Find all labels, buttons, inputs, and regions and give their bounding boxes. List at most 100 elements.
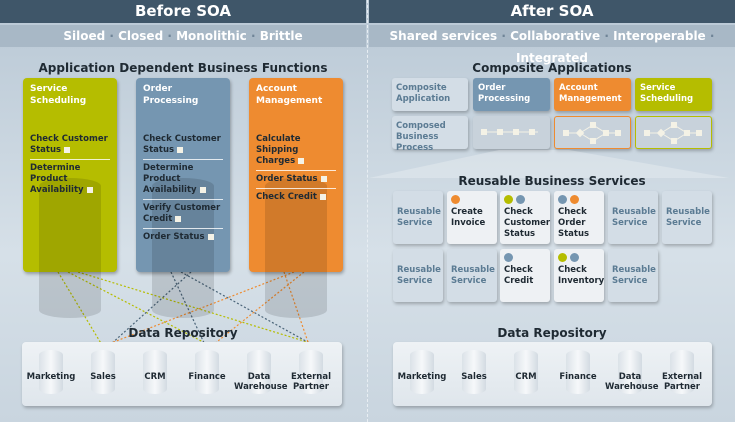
connection-line [105, 271, 295, 346]
process-step-icon [64, 146, 71, 153]
function-item: Determine Product Availability [30, 160, 110, 199]
repository-label: CRM [515, 372, 537, 382]
row-label-composite-application: Composite Application [392, 78, 468, 111]
database-icon [299, 350, 323, 394]
repository-item: Data Warehouse [605, 350, 659, 394]
separator: · [705, 29, 715, 43]
repository-item: External Partner [286, 350, 336, 394]
tagline-item: Brittle [259, 29, 303, 43]
process-step-icon [199, 186, 206, 193]
separator: · [600, 29, 614, 43]
usage-dot-icon [558, 195, 567, 204]
repository-item: CRM [501, 350, 551, 394]
database-icon [143, 350, 167, 394]
function-label: Calculate Shipping Charges [256, 134, 301, 166]
repository-item: External Partner [657, 350, 707, 394]
function-label: Determine Product Availability [143, 163, 197, 195]
business-process-flow [473, 116, 550, 149]
repository-item: Finance [553, 350, 603, 394]
column-title: Account Management [256, 84, 323, 106]
before-section-title: Application Dependent Business Functions [38, 61, 328, 75]
tagline-item: Shared services [389, 29, 498, 43]
connection-line [170, 271, 206, 346]
composite-app-1: Account Management [554, 78, 631, 111]
repository-label: External Partner [290, 372, 331, 392]
repository-label: External Partner [661, 372, 702, 392]
repository-label: Sales [461, 372, 487, 382]
divider [367, 0, 368, 422]
reusable-service-placeholder: Reusable Service [662, 191, 712, 244]
database-cylinder-icon [152, 178, 214, 318]
service-label: Check Inventory [558, 265, 605, 286]
business-service: Check Order Status [554, 191, 604, 244]
composite-app-2: Service Scheduling [635, 78, 712, 111]
connection-line [283, 271, 310, 346]
repository-label: Finance [188, 372, 226, 382]
usage-dot-icon [570, 195, 579, 204]
after-repository-title: Data Repository [497, 326, 607, 340]
before-repository-title: Data Repository [128, 326, 238, 340]
repository-item: Data Warehouse [234, 350, 288, 394]
reusable-service-placeholder: Reusable Service [393, 249, 443, 302]
business-process-flow [554, 116, 631, 149]
function-item: Check Customer Status [143, 131, 223, 160]
function-item: Calculate Shipping Charges [256, 131, 336, 171]
app-column: Order Processing Check Customer Status Det… [136, 78, 230, 318]
app-column: Service Scheduling Check Customer Status D… [23, 78, 117, 318]
database-icon [462, 350, 486, 394]
usage-dot-icon [504, 195, 513, 204]
database-icon [410, 350, 434, 394]
function-list: Check Customer Status Determine Product A… [143, 131, 223, 246]
before-tagline: Siloed · Closed · Monolithic · Brittle [0, 25, 366, 47]
function-list: Calculate Shipping Charges Order Status Ch… [256, 131, 336, 206]
connection-line [77, 271, 318, 346]
service-usage-dots [558, 195, 600, 207]
service-usage-dots [504, 195, 546, 207]
tagline-item: Closed [118, 29, 164, 43]
usage-dot-icon [570, 253, 579, 262]
service-label: Reusable Service [451, 265, 495, 286]
process-step-icon [86, 186, 93, 193]
usage-dot-icon [516, 195, 525, 204]
tagline-item: Collaborative [510, 29, 601, 43]
service-label: Reusable Service [612, 265, 656, 286]
service-label: Reusable Service [612, 207, 656, 228]
repository-item: Sales [78, 350, 128, 394]
database-icon [247, 350, 271, 394]
separator: · [163, 29, 177, 43]
function-label: Order Status [143, 232, 205, 242]
repository-label: CRM [144, 372, 166, 382]
tagline-item: Siloed [63, 29, 106, 43]
funnel-shading [369, 150, 729, 178]
service-label: Create Invoice [451, 207, 486, 228]
connection-lines [57, 271, 318, 346]
function-list: Check Customer Status Determine Product A… [30, 131, 110, 199]
composite-app-0: Order Processing [473, 78, 550, 111]
business-service: Check Customer Status [500, 191, 550, 244]
service-label: Reusable Service [397, 207, 441, 228]
tagline-item: Monolithic [176, 29, 247, 43]
service-label: Reusable Service [397, 265, 441, 286]
separator: · [246, 29, 260, 43]
service-label: Check Customer Status [504, 207, 551, 239]
reusable-service-placeholder: Reusable Service [608, 249, 658, 302]
function-label: Check Credit [256, 192, 317, 202]
repository-label: Data Warehouse [605, 372, 659, 392]
service-usage-dots [451, 195, 493, 207]
database-cylinder-icon [265, 178, 327, 318]
repository-label: Sales [90, 372, 116, 382]
database-icon [91, 350, 115, 394]
composite-title: Composite Applications [472, 61, 632, 75]
business-service: Create Invoice [447, 191, 497, 244]
database-icon [566, 350, 590, 394]
service-label: Reusable Service [666, 207, 710, 228]
usage-dot-icon [504, 253, 513, 262]
function-label: Determine Product Availability [30, 163, 84, 195]
service-usage-dots [504, 253, 546, 265]
process-flow-icon [644, 122, 702, 144]
tagline-item: Integrated [516, 51, 588, 65]
before-header: Before SOA [0, 0, 366, 23]
function-label: Check Customer Status [143, 134, 221, 155]
connection-line [180, 271, 314, 346]
services-title: Reusable Business Services [458, 174, 646, 188]
